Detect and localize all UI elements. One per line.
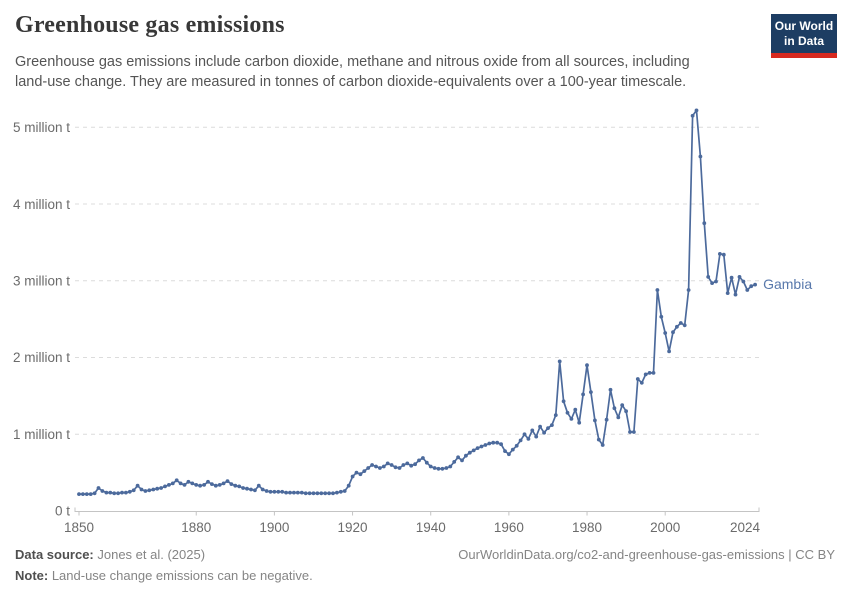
owid-logo-line1: Our World <box>774 19 834 33</box>
owid-logo-line2: in Data <box>783 34 824 48</box>
y-tick-label: 5 million t <box>13 120 70 135</box>
x-tick-label: 1940 <box>416 520 446 535</box>
owid-logo: Our World in Data <box>771 14 837 58</box>
y-tick-label: 3 million t <box>13 274 70 289</box>
x-tick-label: 1880 <box>181 520 211 535</box>
owid-logo-text: Our World in Data <box>771 14 837 53</box>
y-gridlines <box>75 126 762 435</box>
x-tick-label: 1900 <box>259 520 289 535</box>
data-source-line: Data source: Jones et al. (2025) <box>15 547 205 562</box>
note-value: Land-use change emissions can be negativ… <box>48 568 313 583</box>
page-title: Greenhouse gas emissions <box>15 12 285 38</box>
y-axis-labels: 0 t 1 million t 2 million t 3 million t 4 mi… <box>13 120 70 519</box>
emissions-points[interactable] <box>77 108 757 497</box>
emissions-line-chart[interactable]: 0 t 1 million t 2 million t 3 million t 4 mi… <box>0 0 850 545</box>
note-label: Note: <box>15 568 49 583</box>
attribution-line: OurWorldinData.org/co2-and-greenhouse-ga… <box>458 547 835 562</box>
owid-logo-red-stripe <box>771 53 837 58</box>
x-tick-label: 1960 <box>494 520 524 535</box>
chart-subtitle: Greenhouse gas emissions include carbon … <box>15 54 690 90</box>
entity-label: Gambia <box>763 276 812 292</box>
y-tick-label: 1 million t <box>13 427 70 442</box>
x-axis-labels: 1850 1880 1900 1920 1940 1960 1980 2000 2024 <box>64 520 761 535</box>
note-line: Note: Land-use change emissions can be n… <box>15 568 313 583</box>
x-tick-label: 1980 <box>572 520 602 535</box>
emissions-line[interactable] <box>79 109 756 495</box>
y-tick-label: 2 million t <box>13 350 70 365</box>
y-tick-label: 4 million t <box>13 197 70 212</box>
x-tick-label: 2000 <box>650 520 680 535</box>
x-tick-label: 2024 <box>730 520 761 535</box>
x-axis <box>74 507 760 516</box>
emissions-series[interactable] <box>77 108 757 497</box>
data-source-value: Jones et al. (2025) <box>93 547 206 562</box>
y-tick-label: 0 t <box>55 504 70 519</box>
x-tick-label: 1850 <box>64 520 94 535</box>
x-tick-label: 1920 <box>338 520 368 535</box>
data-source-label: Data source: <box>15 547 94 562</box>
